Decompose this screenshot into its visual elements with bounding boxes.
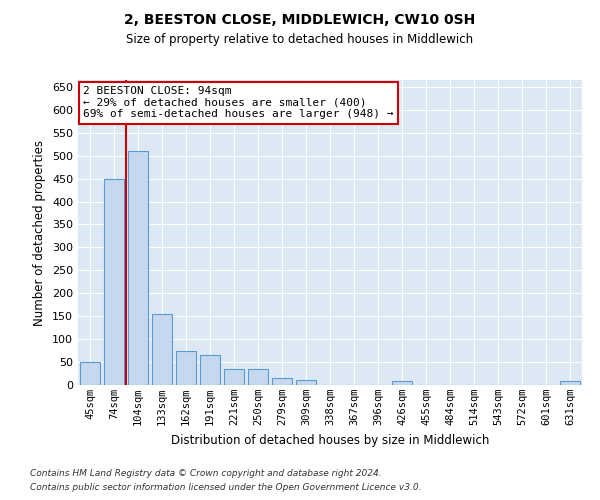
X-axis label: Distribution of detached houses by size in Middlewich: Distribution of detached houses by size … bbox=[171, 434, 489, 446]
Bar bbox=[80, 362, 100, 385]
Bar bbox=[200, 355, 220, 385]
Bar bbox=[296, 380, 316, 385]
Text: Contains HM Land Registry data © Crown copyright and database right 2024.: Contains HM Land Registry data © Crown c… bbox=[30, 468, 382, 477]
Bar bbox=[224, 369, 244, 385]
Y-axis label: Number of detached properties: Number of detached properties bbox=[34, 140, 46, 326]
Bar bbox=[128, 151, 148, 385]
Bar bbox=[248, 369, 268, 385]
Bar bbox=[176, 350, 196, 385]
Bar bbox=[104, 178, 124, 385]
Bar bbox=[560, 382, 580, 385]
Text: Contains public sector information licensed under the Open Government Licence v3: Contains public sector information licen… bbox=[30, 484, 421, 492]
Text: 2, BEESTON CLOSE, MIDDLEWICH, CW10 0SH: 2, BEESTON CLOSE, MIDDLEWICH, CW10 0SH bbox=[124, 12, 476, 26]
Text: 2 BEESTON CLOSE: 94sqm
← 29% of detached houses are smaller (400)
69% of semi-de: 2 BEESTON CLOSE: 94sqm ← 29% of detached… bbox=[83, 86, 394, 120]
Bar bbox=[392, 382, 412, 385]
Bar bbox=[272, 378, 292, 385]
Bar bbox=[152, 314, 172, 385]
Text: Size of property relative to detached houses in Middlewich: Size of property relative to detached ho… bbox=[127, 32, 473, 46]
